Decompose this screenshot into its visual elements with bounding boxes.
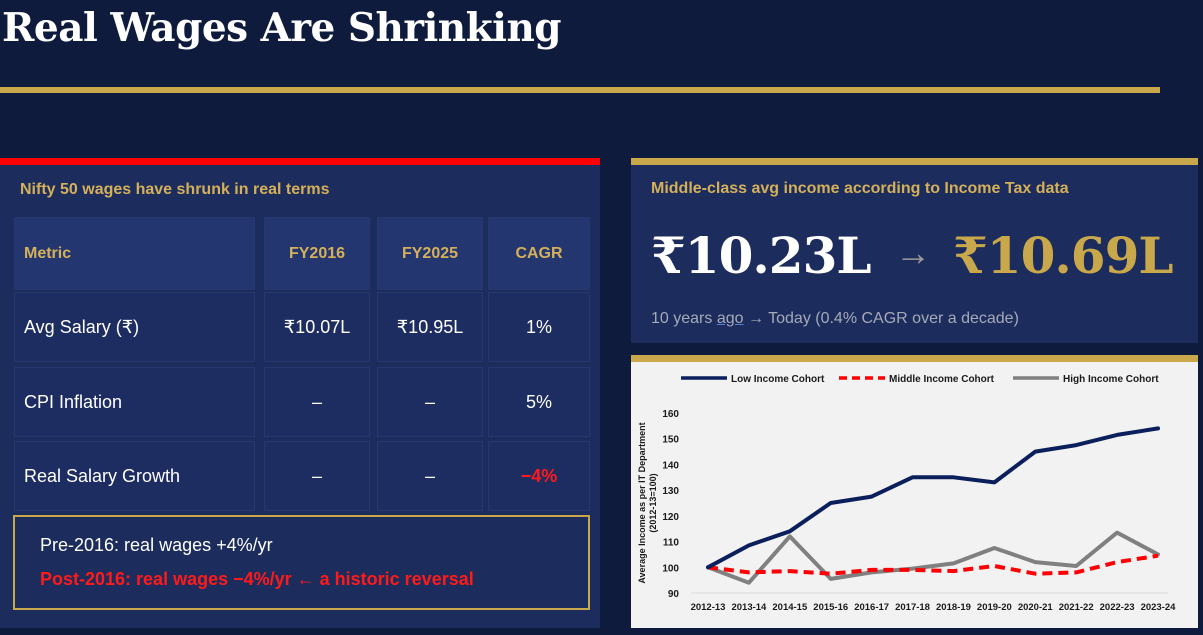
table-cell-fy2025: ₹10.95L	[377, 292, 483, 362]
wages-table-panel: Nifty 50 wages have shrunk in real terms…	[0, 158, 600, 628]
table-cell-fy2025: –	[377, 367, 483, 437]
y-tick-label: 130	[662, 486, 679, 497]
table-cell-fy2025: –	[377, 441, 483, 511]
table-cell-fy2016: ₹10.07L	[264, 292, 370, 362]
y-tick-label: 120	[662, 512, 679, 523]
income-cohort-chart-panel: Low Income Cohort Middle Income Cohort Hig…	[631, 355, 1198, 628]
income-summary-panel: Middle-class avg income according to Inc…	[631, 158, 1198, 343]
legend-label: Low Income Cohort	[731, 374, 825, 385]
income-subtitle: 10 years ago → Today (0.4% CAGR over a d…	[651, 310, 1019, 328]
table-cell-metric: CPI Inflation	[14, 367, 255, 437]
table-header-cagr: CAGR	[488, 217, 590, 290]
y-tick-label: 160	[662, 409, 679, 420]
table-cell-cagr: 5%	[488, 367, 590, 437]
table-cell-cagr: 1%	[488, 292, 590, 362]
panel-accent-bar	[631, 355, 1198, 362]
legend-label: Middle Income Cohort	[889, 374, 995, 385]
legend-label: High Income Cohort	[1063, 374, 1159, 385]
x-tick-label: 2022-23	[1100, 602, 1135, 613]
callout-pre-2016: Pre-2016: real wages +4%/yr	[40, 535, 273, 555]
x-tick-label: 2016-17	[854, 602, 889, 613]
panel-heading: Middle-class avg income according to Inc…	[651, 180, 1069, 197]
x-tick-label: 2018-19	[936, 602, 971, 613]
x-tick-label: 2015-16	[813, 602, 848, 613]
arrow-right-icon: →	[895, 232, 931, 273]
y-tick-label: 110	[663, 538, 680, 549]
subtitle-rest: → Today (0.4% CAGR over a decade)	[743, 310, 1019, 327]
subtitle-from: 10 years	[651, 310, 717, 327]
subtitle-ago: ago	[716, 310, 744, 327]
series-line-high-income-cohort	[706, 530, 1160, 585]
y-tick-label: 90	[668, 589, 680, 600]
table-header-fy2025: FY2025	[377, 217, 483, 290]
x-tick-label: 2014-15	[772, 602, 808, 613]
table-cell-fy2016: –	[264, 367, 370, 437]
x-tick-label: 2019-20	[977, 602, 1012, 613]
series-line-middle-income-cohort	[707, 553, 1159, 576]
callout-post-2016: Post-2016: real wages −4%/yr ← a histori…	[40, 569, 474, 589]
panel-heading: Nifty 50 wages have shrunk in real terms	[20, 181, 330, 198]
income-then-value: ₹10.23L	[651, 226, 872, 285]
x-tick-label: 2020-21	[1018, 602, 1054, 613]
y-axis-label-sub: (2012-13=100)	[648, 473, 658, 532]
panel-accent-bar	[631, 158, 1198, 165]
table-cell-metric: Real Salary Growth	[14, 441, 255, 511]
table-cell-metric: Avg Salary (₹)	[14, 292, 255, 362]
x-tick-label: 2021-22	[1059, 602, 1094, 613]
callout-box: Pre-2016: real wages +4%/yr Post-2016: r…	[13, 515, 590, 610]
panel-accent-bar	[0, 158, 600, 165]
x-tick-label: 2023-24	[1141, 602, 1177, 613]
table-cell-cagr-negative: −4%	[488, 441, 590, 511]
title-divider	[0, 87, 1160, 93]
table-header-metric: Metric	[14, 217, 255, 290]
y-tick-label: 150	[662, 435, 679, 446]
y-tick-label: 100	[662, 563, 679, 574]
series-line-low-income-cohort	[706, 426, 1160, 570]
income-now-value: ₹10.69L	[953, 226, 1174, 285]
x-tick-label: 2013-14	[731, 602, 767, 613]
line-chart: Low Income Cohort Middle Income Cohort Hig…	[637, 374, 1177, 613]
x-tick-label: 2017-18	[895, 602, 930, 613]
x-tick-label: 2012-13	[691, 602, 726, 613]
page-title: Real Wages Are Shrinking	[2, 5, 562, 51]
table-header-fy2016: FY2016	[264, 217, 370, 290]
y-axis-label: Average Income as per IT Department	[637, 422, 647, 583]
table-cell-fy2016: –	[264, 441, 370, 511]
y-tick-label: 140	[662, 460, 679, 471]
